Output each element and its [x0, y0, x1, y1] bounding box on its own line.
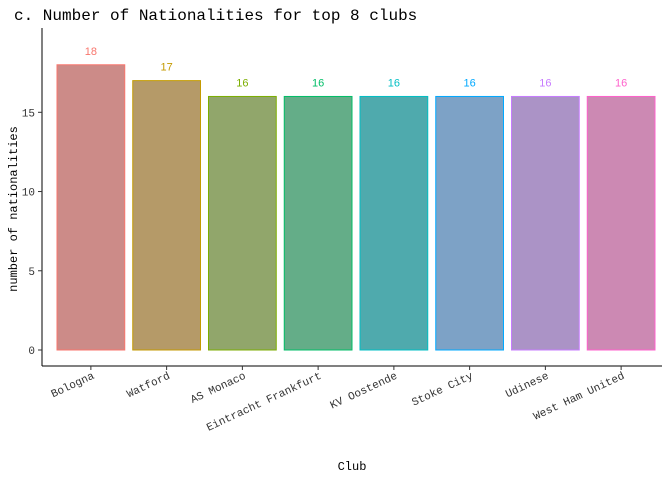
bar [208, 95, 277, 351]
bar-data-label: 16 [388, 77, 400, 89]
bar-data-label: 18 [85, 46, 97, 58]
bar-data-label: 16 [464, 77, 476, 89]
x-tick-label: Stoke City [410, 371, 475, 410]
bar [132, 80, 201, 351]
plot-area: 18 17 16 16 16 16 16 16 [56, 46, 656, 351]
bar-data-label: 17 [161, 62, 173, 74]
y-tick-label: 5 [28, 267, 35, 279]
bar [56, 64, 126, 351]
x-axis-title: Club [338, 460, 367, 474]
y-axis-title: number of nationalities [7, 126, 21, 292]
bar [435, 95, 504, 351]
x-tick-label: Bologna [50, 371, 97, 402]
x-tick-label: AS Monaco [189, 371, 248, 407]
y-tick-label: 15 [22, 108, 35, 120]
bar [511, 95, 580, 351]
x-tick-label: Udinese [504, 371, 551, 401]
bar [283, 95, 353, 351]
bar [359, 95, 429, 351]
chart-title: c. Number of Nationalities for top 8 clu… [14, 7, 417, 25]
bar [586, 95, 656, 351]
bar-data-label: 16 [312, 77, 324, 89]
bar-data-label: 16 [539, 77, 551, 89]
x-tick-label: Watford [125, 371, 172, 401]
bar-data-label: 16 [615, 77, 627, 89]
x-tick-label: KV Oostende [329, 371, 400, 413]
y-tick-label: 0 [28, 346, 35, 358]
y-axis: 0 5 10 15 [22, 108, 42, 358]
bar-data-label: 16 [236, 77, 248, 89]
y-tick-label: 10 [22, 188, 35, 200]
